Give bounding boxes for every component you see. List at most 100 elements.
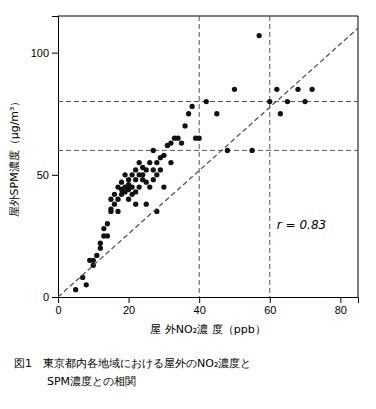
point xyxy=(274,87,279,92)
point xyxy=(119,180,124,185)
tick: 0 xyxy=(43,291,58,303)
point xyxy=(129,184,134,189)
annotation: r = 0.83 xyxy=(277,218,326,232)
point xyxy=(133,189,138,194)
chart: 0 20 40 60 80 0 50 100 r = 0.83 屋 外NO₂濃 度（ppb） 屋外S… xyxy=(0,0,376,409)
point xyxy=(302,99,307,104)
reference-line xyxy=(269,16,270,297)
point xyxy=(151,148,156,153)
reference-line xyxy=(58,150,358,151)
marks xyxy=(58,16,358,297)
tick-mark xyxy=(199,297,200,303)
point xyxy=(161,184,166,189)
point xyxy=(133,202,138,207)
tick-label: 40 xyxy=(194,304,206,316)
point xyxy=(182,123,187,128)
point xyxy=(267,99,272,104)
caption: SPM濃度との相関 xyxy=(14,375,136,388)
point xyxy=(232,87,237,92)
point xyxy=(73,287,78,292)
point xyxy=(147,160,152,165)
point xyxy=(126,197,131,202)
regression-line xyxy=(58,28,358,297)
point xyxy=(140,172,145,177)
tick: 0 xyxy=(55,297,61,316)
x-axis: 0 20 40 60 80 xyxy=(55,297,358,316)
point xyxy=(161,153,166,158)
point xyxy=(186,111,191,116)
point xyxy=(151,167,156,172)
point xyxy=(91,258,96,263)
point xyxy=(133,167,138,172)
point xyxy=(151,177,156,182)
point xyxy=(295,87,300,92)
y-axis-title: 屋外SPM濃度（μg/m³） xyxy=(8,96,21,218)
point xyxy=(257,33,262,38)
point xyxy=(179,140,184,145)
axis-line xyxy=(52,17,59,298)
tick-mark xyxy=(52,53,58,54)
points xyxy=(73,33,315,292)
point xyxy=(144,167,149,172)
tick-label: 80 xyxy=(335,304,347,316)
point xyxy=(126,177,131,182)
point xyxy=(214,111,219,116)
axis-line xyxy=(59,298,359,304)
point xyxy=(112,192,117,197)
point xyxy=(98,241,103,246)
tick-mark xyxy=(52,297,58,298)
point xyxy=(204,99,209,104)
point xyxy=(225,148,230,153)
point xyxy=(168,160,173,165)
point xyxy=(115,209,120,214)
tick-mark xyxy=(52,175,58,176)
point xyxy=(112,202,117,207)
point xyxy=(154,160,159,165)
point xyxy=(147,184,152,189)
tick-mark xyxy=(270,297,271,303)
tick-mark xyxy=(129,297,130,303)
tick: 50 xyxy=(37,169,58,181)
point xyxy=(98,245,103,250)
point xyxy=(309,87,314,92)
tick-label: 20 xyxy=(123,304,135,316)
point xyxy=(175,136,180,141)
tick: 40 xyxy=(194,297,206,316)
tick: 100 xyxy=(31,47,58,59)
tick: 60 xyxy=(264,297,276,316)
tick-label: 100 xyxy=(31,47,49,59)
tick-label: 0 xyxy=(55,304,61,316)
point xyxy=(137,184,142,189)
tick: 20 xyxy=(123,297,135,316)
frame xyxy=(58,16,358,17)
point xyxy=(168,140,173,145)
frame xyxy=(358,16,359,297)
tick-label: 60 xyxy=(264,304,276,316)
point xyxy=(154,172,159,177)
point xyxy=(144,202,149,207)
tick-mark xyxy=(340,297,341,303)
point xyxy=(129,172,134,177)
reference-line xyxy=(199,16,200,297)
point xyxy=(133,177,138,182)
tick: 80 xyxy=(335,297,347,316)
point xyxy=(158,167,163,172)
point xyxy=(115,197,120,202)
point xyxy=(189,104,194,109)
caption: 図1 東京都内各地域における屋外のNO₂濃度と xyxy=(14,357,251,370)
point xyxy=(137,160,142,165)
point xyxy=(108,197,113,202)
tick-label: 0 xyxy=(43,291,49,303)
point xyxy=(108,206,113,211)
point xyxy=(197,136,202,141)
plot: 0 20 40 60 80 0 50 100 r = 0.83 屋 外NO₂濃 度（ppb） 屋外S… xyxy=(8,16,359,336)
tick-label: 50 xyxy=(37,169,49,181)
x-axis-title: 屋 外NO₂濃 度（ppb） xyxy=(150,323,265,336)
point xyxy=(144,180,149,185)
point xyxy=(94,253,99,258)
point xyxy=(278,111,283,116)
point xyxy=(105,233,110,238)
point xyxy=(285,99,290,104)
point xyxy=(101,226,106,231)
point xyxy=(84,282,89,287)
